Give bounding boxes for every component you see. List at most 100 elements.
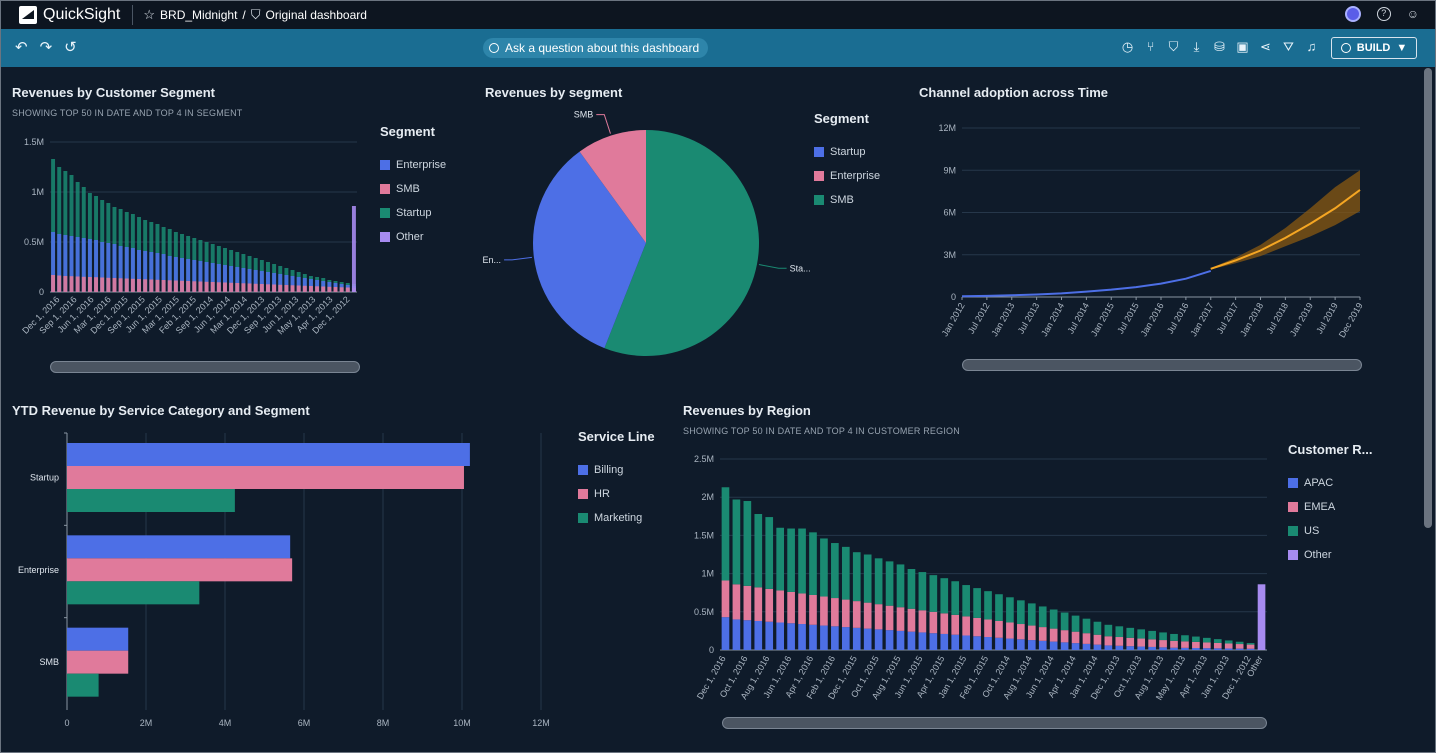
bar <box>143 279 148 292</box>
bar <box>241 283 246 292</box>
bar <box>118 246 123 292</box>
bar-segment <box>721 617 730 650</box>
ytd-revenue-title: YTD Revenue by Service Category and Segm… <box>12 403 310 418</box>
bar-segment <box>1115 645 1124 650</box>
data-icon[interactable]: ⛁ <box>1214 39 1225 54</box>
legend-item-startup[interactable]: Startup <box>380 201 446 225</box>
bar-segment <box>1006 622 1014 639</box>
bar-segment <box>732 499 741 585</box>
ask-question-button[interactable]: Ask a question about this dashboard <box>483 38 709 58</box>
bar-segment <box>1159 647 1167 650</box>
segment-pie-title: Revenues by segment <box>485 85 623 100</box>
build-icon <box>1340 43 1351 53</box>
bar <box>241 268 246 292</box>
bar <box>75 276 80 292</box>
forecast-line <box>1210 189 1361 270</box>
share-icon[interactable]: ⋖ <box>1260 39 1271 54</box>
bar-segment <box>973 588 981 618</box>
y-tick-label: 0.5M <box>694 607 714 617</box>
bar-segment <box>1071 643 1080 650</box>
q-assistant-icon[interactable] <box>1344 6 1361 22</box>
bar <box>229 282 234 292</box>
breadcrumb-dashboard[interactable]: Original dashboard <box>265 8 367 22</box>
bar-segment <box>1181 641 1189 648</box>
legend-item-enterprise[interactable]: Enterprise <box>380 153 446 177</box>
branch-icon[interactable]: ⑂ <box>1146 39 1155 54</box>
legend-item-other[interactable]: Other <box>1288 543 1373 567</box>
customer-segment-scrollbar[interactable] <box>50 361 360 373</box>
bar-segment <box>973 636 981 650</box>
undo-icon[interactable]: ↶ <box>15 39 28 56</box>
bar-segment <box>951 614 960 635</box>
bar <box>118 278 123 292</box>
dashboard-toolbar: ↶ ↷ ↺ Ask a question about this dashboar… <box>1 29 1435 67</box>
bar-segment <box>1071 631 1080 644</box>
history-icon[interactable]: ◷ <box>1121 39 1134 54</box>
legend-item-other[interactable]: Other <box>380 225 446 249</box>
pie-leader-line <box>504 256 532 261</box>
bar-segment <box>787 591 795 624</box>
save-icon[interactable]: ▣ <box>1236 39 1249 54</box>
bar-segment <box>995 594 1003 621</box>
bar-segment <box>918 632 927 650</box>
legend-item-emea[interactable]: EMEA <box>1288 495 1373 519</box>
vertical-scrollbar[interactable] <box>1424 68 1432 528</box>
bar-segment <box>995 637 1003 650</box>
build-button[interactable]: BUILD ▼ <box>1331 37 1417 59</box>
bar <box>167 280 172 292</box>
bar <box>302 278 307 292</box>
alert-icon[interactable]: ♫ <box>1306 39 1317 54</box>
bar-segment <box>907 631 916 650</box>
bar-segment <box>841 627 850 650</box>
bar-segment <box>831 626 839 650</box>
bar <box>253 283 258 292</box>
bar <box>290 276 295 292</box>
bookmark-icon[interactable]: ⛉ <box>1168 39 1179 54</box>
region-subtitle: SHOWING TOP 50 IN DATE AND TOP 4 IN CUST… <box>683 426 960 436</box>
legend-title: Customer R... <box>1288 442 1373 457</box>
bar <box>351 206 356 292</box>
legend-item-startup[interactable]: Startup <box>814 140 880 164</box>
legend-item-smb[interactable]: SMB <box>380 177 446 201</box>
legend-item-smb[interactable]: SMB <box>814 188 880 212</box>
star-icon[interactable]: ☆ <box>143 7 156 22</box>
filter-icon[interactable]: ⛛ <box>1283 39 1294 54</box>
bar <box>155 279 160 292</box>
redo-icon[interactable]: ↷ <box>39 39 53 56</box>
bar-segment <box>1159 632 1167 641</box>
bar-segment <box>1049 641 1058 650</box>
channel-adoption-scrollbar[interactable] <box>962 359 1362 371</box>
bar-segment <box>962 635 970 650</box>
bar-segment <box>1203 642 1211 649</box>
bar <box>272 273 277 292</box>
region-scrollbar[interactable] <box>722 717 1267 729</box>
legend-item-marketing[interactable]: Marketing <box>578 506 655 530</box>
legend-item-billing[interactable]: Billing <box>578 458 655 482</box>
legend-item-enterprise[interactable]: Enterprise <box>814 164 880 188</box>
bar-segment <box>940 613 949 634</box>
quicksight-logo[interactable]: QuickSight <box>19 6 120 24</box>
bar-segment <box>852 627 861 650</box>
legend-item-hr[interactable]: HR <box>578 482 655 506</box>
bar-segment <box>732 619 741 650</box>
bar-segment <box>863 602 872 629</box>
bar-segment <box>820 596 828 626</box>
ytd-revenue-chart[interactable]: 0 2M 4M 6M 8M 10M 12M Startup Enterprise SMB <box>0 425 570 735</box>
breadcrumb-theme[interactable]: BRD_Midnight <box>160 8 238 22</box>
download-icon[interactable]: ⤓ <box>1193 39 1200 54</box>
bar <box>137 279 141 292</box>
segment-pie-chart[interactable]: Sta... En... SMB <box>470 105 810 370</box>
bar <box>112 278 117 292</box>
bar-segment <box>1082 633 1091 644</box>
reset-icon[interactable]: ↺ <box>64 39 77 56</box>
legend-item-apac[interactable]: APAC <box>1288 471 1373 495</box>
user-icon[interactable]: ☺ <box>1406 7 1419 21</box>
help-icon[interactable]: ? <box>1376 7 1391 21</box>
bar <box>278 284 283 292</box>
y-tick-label: 1M <box>31 187 44 197</box>
bar-segment <box>732 584 741 620</box>
legend-item-us[interactable]: US <box>1288 519 1373 543</box>
